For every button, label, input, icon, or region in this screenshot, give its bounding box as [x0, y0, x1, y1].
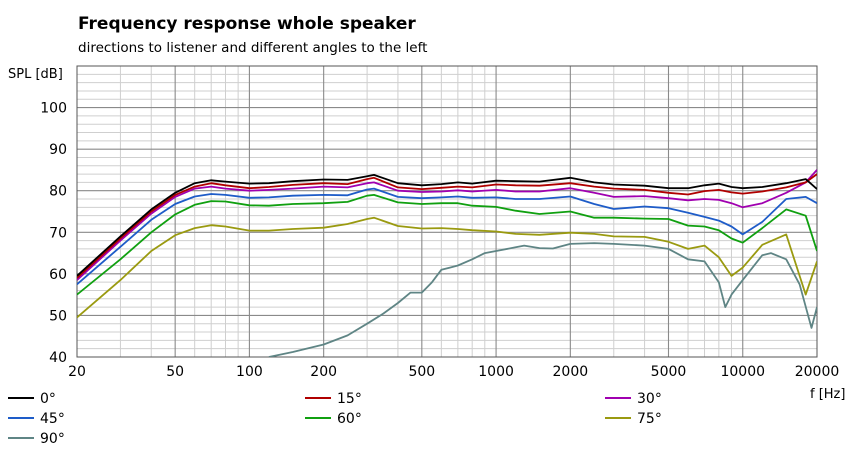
y-tick-label: 80	[49, 184, 67, 200]
series-line-6	[268, 242, 817, 357]
series-line-0	[77, 173, 817, 277]
x-tick-label: 20000	[795, 364, 840, 380]
legend-label: 0°	[40, 391, 56, 407]
x-tick-label: 1000	[478, 364, 514, 380]
y-tick-label: 70	[49, 225, 67, 241]
x-tick-label: 5000	[651, 364, 687, 380]
x-tick-label: 200	[310, 364, 337, 380]
legend-label: 15°	[337, 391, 362, 407]
series-line-4	[77, 193, 817, 296]
legend-label: 90°	[40, 431, 65, 447]
x-axis-label: f [Hz]	[810, 387, 845, 402]
legend-label: 45°	[40, 411, 65, 427]
y-tick-label: 50	[49, 308, 67, 324]
legend: 0° 15° 30° 45° 60° 75° 90°	[8, 391, 662, 447]
y-tick-labels: 40 50 60 70 80 90 100	[40, 101, 67, 366]
x-tick-label: 50	[166, 364, 184, 380]
chart-title: Frequency response whole speaker	[78, 14, 416, 34]
chart-subtitle: directions to listener and different ang…	[78, 40, 428, 56]
legend-label: 30°	[637, 391, 662, 407]
x-tick-label: 20	[68, 364, 86, 380]
grid-minor	[77, 66, 817, 357]
series-line-3	[77, 187, 817, 285]
x-tick-labels: 20 50 100 200 500 1000 2000 5000 10000 20000	[68, 364, 839, 380]
x-tick-label: 100	[236, 364, 263, 380]
series-line-2	[77, 169, 817, 281]
x-tick-label: 2000	[553, 364, 589, 380]
grid-major	[77, 66, 817, 357]
x-tick-label: 500	[408, 364, 435, 380]
series-line-1	[77, 173, 817, 279]
plot-frame	[76, 65, 818, 358]
y-tick-label: 100	[40, 101, 67, 117]
series-layer	[77, 169, 817, 357]
legend-label: 60°	[337, 411, 362, 427]
y-tick-label: 90	[49, 142, 67, 158]
legend-label: 75°	[637, 411, 662, 427]
y-axis-label: SPL [dB]	[8, 67, 63, 82]
x-tick-label: 10000	[720, 364, 765, 380]
series-line-5	[77, 216, 817, 319]
y-tick-label: 40	[49, 350, 67, 366]
y-tick-label: 60	[49, 267, 67, 283]
